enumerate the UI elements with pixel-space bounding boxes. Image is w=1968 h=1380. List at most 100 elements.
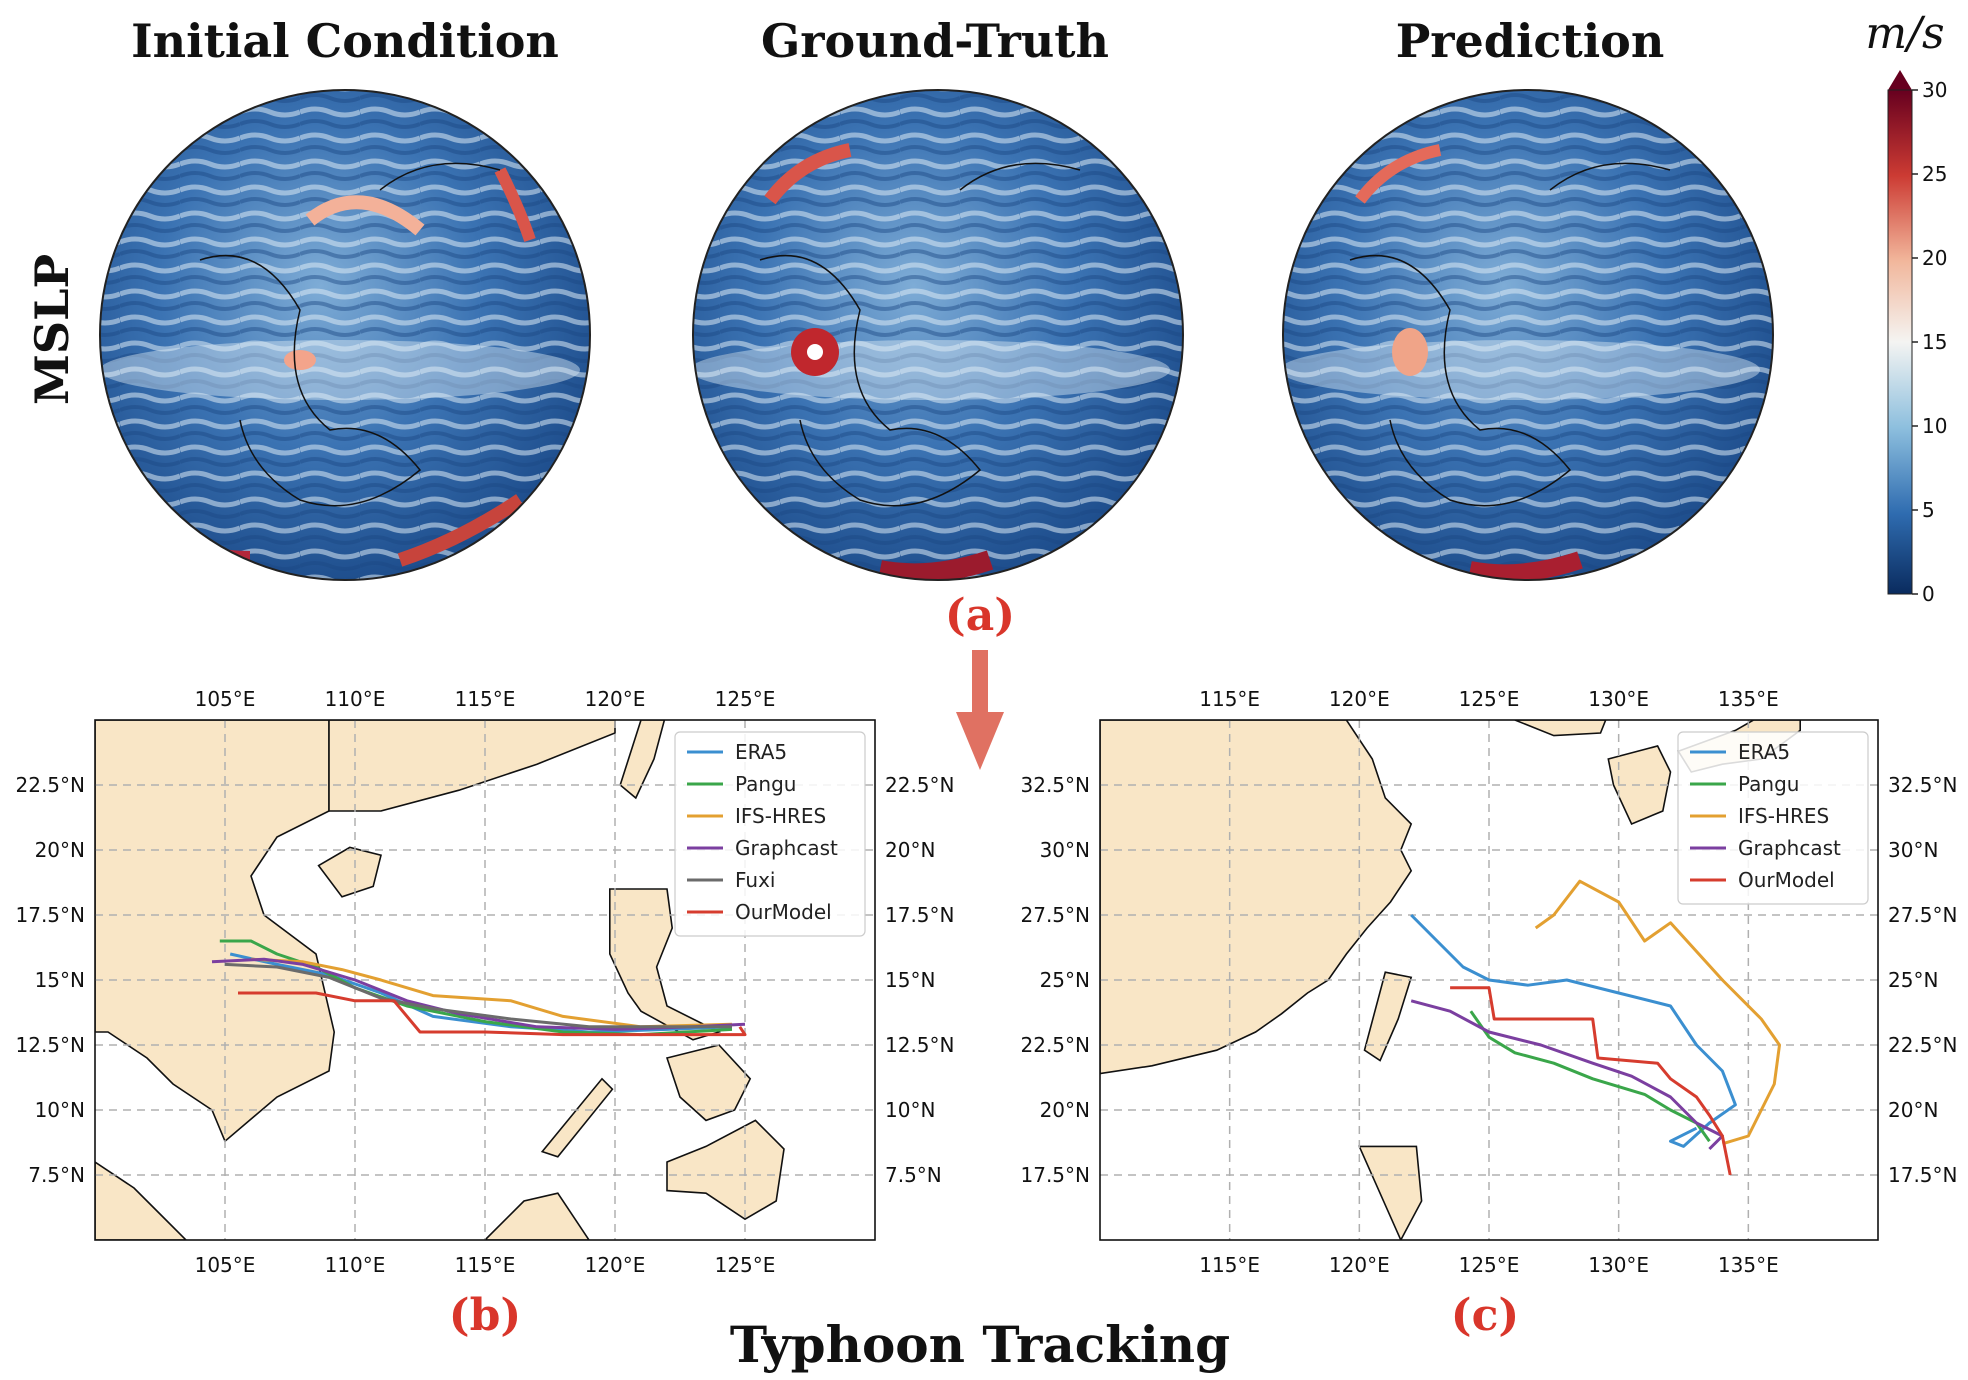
legend-label: IFS-HRES <box>735 804 826 828</box>
y-tick-label-right: 17.5°N <box>1888 1163 1958 1187</box>
map-panel-c: 115°E 115°E 120°E 120°E 125°E 125°E 130°E 130°E… <box>1021 687 1958 1277</box>
y-tick-label-right: 25°N <box>1888 968 1938 992</box>
globes-layer <box>99 89 1774 581</box>
legend-label: Graphcast <box>735 836 838 860</box>
land-taiwan <box>1363 971 1413 1062</box>
colorbar-tick-label: 5 <box>1922 498 1935 522</box>
x-tick-label-bottom: 135°E <box>1718 1253 1779 1277</box>
track-graphcast <box>1410 999 1724 1151</box>
land-korea <box>1514 720 1607 737</box>
x-tick-label-bottom: 115°E <box>455 1253 516 1277</box>
colorbar-unit: m/s <box>1865 8 1945 59</box>
track-era5 <box>1410 913 1737 1148</box>
y-tick-label-left: 10°N <box>35 1098 85 1122</box>
x-tick-label-bottom: 120°E <box>1329 1253 1390 1277</box>
land-indochina <box>95 720 336 1143</box>
track-ifs-hres <box>1534 879 1781 1146</box>
y-tick-label-left: 25°N <box>1040 968 1090 992</box>
y-tick-label-right: 15°N <box>885 968 935 992</box>
x-tick-label-top: 125°E <box>1459 687 1520 711</box>
track-ifs-hres <box>250 957 733 1029</box>
x-tick-label-top: 125°E <box>715 687 776 711</box>
x-tick-label-top: 110°E <box>325 687 386 711</box>
globe-initial <box>99 89 591 581</box>
x-tick-label-top: 135°E <box>1718 687 1779 711</box>
map-panel-b: 105°E 105°E 110°E 110°E 115°E 115°E 120°E 120°E… <box>16 687 955 1277</box>
y-tick-label-right: 17.5°N <box>885 903 955 927</box>
land-palawan <box>540 1077 614 1158</box>
colorbar-extend-arrow <box>1888 70 1912 90</box>
y-tick-label-left: 17.5°N <box>16 903 86 927</box>
y-tick-label-left: 20°N <box>35 838 85 862</box>
y-tick-label-left: 22.5°N <box>1021 1033 1091 1057</box>
y-tick-label-right: 27.5°N <box>1888 903 1958 927</box>
track-pangu <box>1469 1010 1711 1143</box>
track-ourmodel <box>238 991 747 1037</box>
arrow-down-icon <box>956 650 1004 770</box>
legend-label: Graphcast <box>1738 836 1841 860</box>
track-era5 <box>229 952 733 1034</box>
map-frame <box>94 719 876 1241</box>
x-tick-label-bottom: 125°E <box>715 1253 776 1277</box>
y-tick-label-left: 32.5°N <box>1021 773 1091 797</box>
land-borneo <box>483 1192 590 1240</box>
x-tick-label-top: 115°E <box>1199 687 1260 711</box>
legend: ERA5 Pangu IFS-HRES Graphcast Fuxi OurModel <box>674 731 866 937</box>
colorbar-tick-label: 0 <box>1922 582 1935 606</box>
legend-label: OurModel <box>735 900 832 924</box>
land-malay <box>95 1161 188 1240</box>
y-tick-label-left: 30°N <box>1040 838 1090 862</box>
y-tick-label-left: 12.5°N <box>16 1033 86 1057</box>
panel-label-a: (a) <box>944 590 1016 641</box>
y-tick-label-right: 32.5°N <box>1888 773 1958 797</box>
globe-ground-truth <box>692 89 1184 581</box>
land-hainan <box>317 846 382 898</box>
y-tick-label-left: 22.5°N <box>16 773 86 797</box>
legend-label: OurModel <box>1738 868 1835 892</box>
y-tick-label-right: 22.5°N <box>885 773 955 797</box>
y-tick-label-right: 7.5°N <box>885 1163 942 1187</box>
x-tick-label-bottom: 120°E <box>585 1253 646 1277</box>
colorbar-tick-label: 15 <box>1922 330 1947 354</box>
y-tick-label-right: 22.5°N <box>1888 1033 1958 1057</box>
globe-prediction <box>1282 89 1774 581</box>
land-luzon <box>1358 1145 1423 1240</box>
y-tick-label-right: 20°N <box>885 838 935 862</box>
y-tick-label-right: 12.5°N <box>885 1033 955 1057</box>
panel-label-b: (b) <box>448 1290 522 1341</box>
colorbar-tick-label: 10 <box>1922 414 1947 438</box>
track-ourmodel <box>1450 986 1732 1176</box>
x-tick-label-top: 120°E <box>1329 687 1390 711</box>
panel-label-c: (c) <box>1450 1290 1520 1341</box>
track-fuxi <box>224 962 732 1029</box>
x-tick-label-bottom: 110°E <box>325 1253 386 1277</box>
y-tick-label-left: 15°N <box>35 968 85 992</box>
colorbar-tick-label: 30 <box>1922 78 1947 102</box>
colorbar-tick-label: 20 <box>1922 246 1947 270</box>
colorbar-tick-label: 25 <box>1922 162 1947 186</box>
legend: ERA5 Pangu IFS-HRES Graphcast OurModel <box>1677 731 1869 905</box>
globe-title-initial: Initial Condition <box>131 14 559 68</box>
x-tick-label-bottom: 115°E <box>1199 1253 1260 1277</box>
x-tick-label-top: 105°E <box>195 687 256 711</box>
y-tick-label-right: 30°N <box>1888 838 1938 862</box>
y-tick-label-left: 7.5°N <box>28 1163 85 1187</box>
x-tick-label-top: 130°E <box>1588 687 1649 711</box>
x-tick-label-top: 120°E <box>585 687 646 711</box>
legend-label: ERA5 <box>735 740 787 764</box>
land-china-east <box>1100 720 1413 1075</box>
y-tick-label-left: 27.5°N <box>1021 903 1091 927</box>
legend-label: ERA5 <box>1738 740 1790 764</box>
map-frame <box>1099 719 1879 1241</box>
x-tick-label-bottom: 105°E <box>195 1253 256 1277</box>
x-tick-label-bottom: 130°E <box>1588 1253 1649 1277</box>
legend-label: Pangu <box>1738 772 1799 796</box>
y-tick-label-left: 20°N <box>1040 1098 1090 1122</box>
land-mindanao <box>666 1119 785 1221</box>
globe-title-ground-truth: Ground-Truth <box>761 14 1109 68</box>
colorbar: 0 5 10 15 20 25 30 <box>1887 70 1947 606</box>
globe-title-prediction: Prediction <box>1395 14 1665 68</box>
x-tick-label-bottom: 125°E <box>1459 1253 1520 1277</box>
legend-label: Pangu <box>735 772 796 796</box>
bottom-title: Typhoon Tracking <box>729 1315 1231 1374</box>
